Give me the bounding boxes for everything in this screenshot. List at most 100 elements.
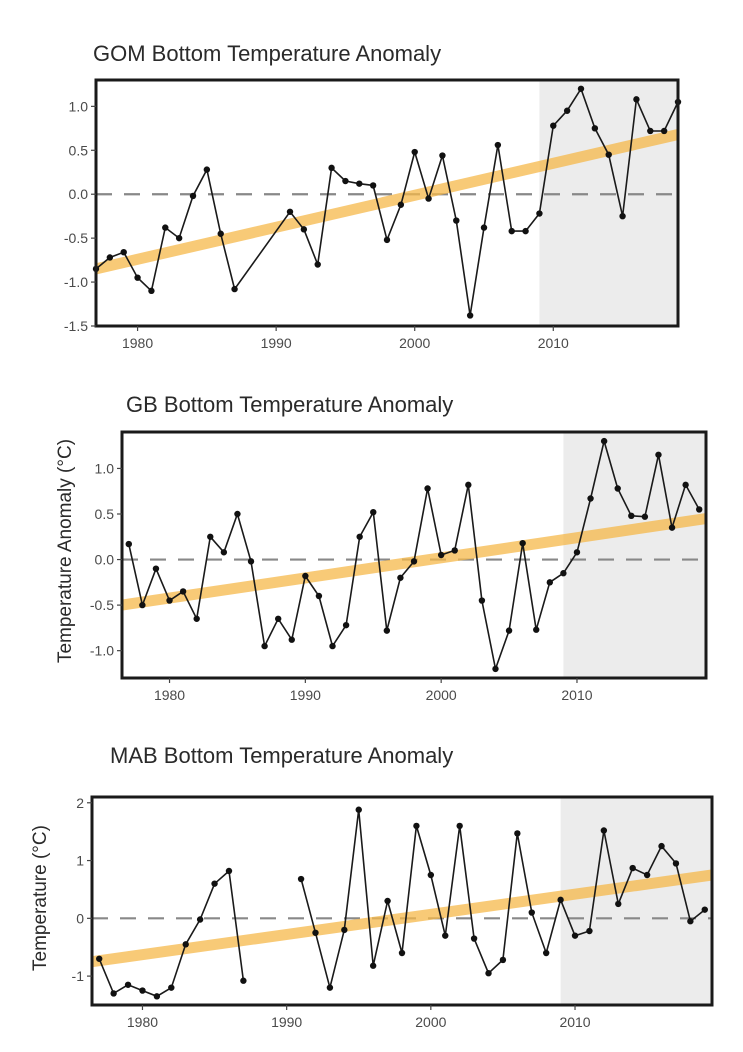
gom-x-tick-label: 2010 xyxy=(538,335,569,351)
gb-x-tick-label: 1980 xyxy=(154,687,185,703)
gom-data-point xyxy=(411,148,418,156)
mab-data-point xyxy=(442,932,449,939)
gb-data-point xyxy=(179,588,187,595)
mab-plot-frame xyxy=(90,795,714,1007)
mab-data-point xyxy=(398,949,406,957)
gom-data-point xyxy=(563,107,571,114)
mab-data-point xyxy=(225,867,233,875)
gb-data-point xyxy=(247,558,255,565)
gb-data-point xyxy=(370,508,377,516)
gom-data-point xyxy=(286,208,294,215)
gb-data-point xyxy=(342,621,350,629)
gb-data-point xyxy=(302,572,309,580)
mab-data-point xyxy=(369,962,377,969)
mab-data-point xyxy=(341,926,348,934)
gb-data-point xyxy=(505,627,513,634)
mab-data-point xyxy=(240,977,247,984)
mab-data-point xyxy=(326,984,334,991)
mab-x-tick-label: 2010 xyxy=(559,1014,590,1030)
gom-data-point xyxy=(106,254,114,261)
gom-y-tick-label: -1.0 xyxy=(64,274,88,290)
mab-data-point xyxy=(168,984,175,991)
gb-data-point xyxy=(288,636,295,643)
mab-data-point xyxy=(586,927,593,935)
mab-data-point xyxy=(355,806,362,813)
gom-data-point xyxy=(300,226,308,233)
gom-data-point xyxy=(175,234,183,242)
mab-data-point xyxy=(297,875,305,883)
mab-x-tick-label: 2000 xyxy=(415,1014,446,1030)
mab-data-point xyxy=(485,970,492,977)
gb-data-point xyxy=(220,549,228,556)
gb-data-point xyxy=(573,549,581,556)
mab-data-point xyxy=(211,880,218,887)
mab-y-tick-label: -1 xyxy=(72,968,85,984)
gom-data-point xyxy=(466,312,474,319)
mab-data-point xyxy=(153,993,161,1000)
gom-data-point xyxy=(508,227,515,235)
gom-data-point xyxy=(536,210,543,217)
gom-y-tick-label: 0.0 xyxy=(69,186,89,202)
mab-data-point xyxy=(615,900,622,908)
gb-x-tick-label: 2010 xyxy=(561,687,592,703)
gom-data-point xyxy=(369,182,377,189)
mab-data-point xyxy=(643,871,651,879)
gom-y-tick-label: -0.5 xyxy=(64,230,88,246)
gb-data-point xyxy=(546,579,554,586)
mab-data-point xyxy=(182,941,189,948)
gom-data-point xyxy=(619,212,626,220)
gom-data-point xyxy=(328,164,335,172)
gom-chart-title: GOM Bottom Temperature Anomaly xyxy=(93,41,442,66)
gb-data-point xyxy=(628,512,635,520)
mab-data-point xyxy=(571,932,579,939)
gb-data-point xyxy=(234,510,241,518)
gom-shaded-region xyxy=(539,80,678,326)
gom-data-point xyxy=(203,166,211,173)
mab-data-point xyxy=(658,842,665,850)
mab-data-point xyxy=(427,871,435,879)
mab-data-point xyxy=(413,822,420,830)
gom-data-point xyxy=(591,125,599,132)
mab-data-point xyxy=(542,949,550,957)
gb-data-point xyxy=(465,481,472,489)
gom-data-point xyxy=(660,127,668,135)
gom-data-point xyxy=(439,152,446,159)
gom-data-point xyxy=(120,249,127,256)
gom-x-tick-label: 1990 xyxy=(261,335,292,351)
gb-shaded-region xyxy=(563,432,706,678)
mab-x-tick-label: 1990 xyxy=(271,1014,302,1030)
gom-data-point xyxy=(577,85,585,92)
gb-data-point xyxy=(424,485,431,492)
mab-data-point xyxy=(672,860,680,867)
mab-data-point xyxy=(456,822,463,830)
gom-data-point xyxy=(605,151,612,158)
mab-data-point xyxy=(499,956,507,964)
gb-data-point xyxy=(315,592,323,600)
gb-data-point xyxy=(383,627,391,634)
gb-data-point xyxy=(478,597,486,604)
gb-plot-frame xyxy=(120,430,708,680)
gb-data-point xyxy=(682,481,689,489)
gb-data-point xyxy=(533,626,540,633)
gb-data-point xyxy=(356,533,363,540)
gom-data-point xyxy=(425,195,432,202)
mab-data-point xyxy=(110,990,117,997)
mab-data-point xyxy=(196,916,204,923)
gom-y-tick-label: 1.0 xyxy=(69,98,89,114)
gom-data-point xyxy=(633,96,640,103)
gb-data-point xyxy=(696,506,703,513)
gom-data-point xyxy=(217,230,224,237)
mab-chart-title: MAB Bottom Temperature Anomaly xyxy=(110,743,454,768)
mab-chart: 2 1 0 -1 1980 1990 2000 2010 xyxy=(72,795,714,1030)
gom-data-point xyxy=(148,287,155,295)
gb-chart: 1.0 0.5 0.0 -0.5 -1.0 1980 1990 2000 2010 xyxy=(90,430,708,703)
gom-series-line-0 xyxy=(95,86,679,316)
mab-data-point xyxy=(514,830,521,837)
gb-chart-title: GB Bottom Temperature Anomaly xyxy=(126,392,454,417)
gb-data-point xyxy=(410,558,418,565)
gb-data-point xyxy=(193,615,200,622)
gom-data-point xyxy=(356,180,363,187)
gom-data-point xyxy=(494,141,502,149)
gb-data-point xyxy=(560,570,567,577)
